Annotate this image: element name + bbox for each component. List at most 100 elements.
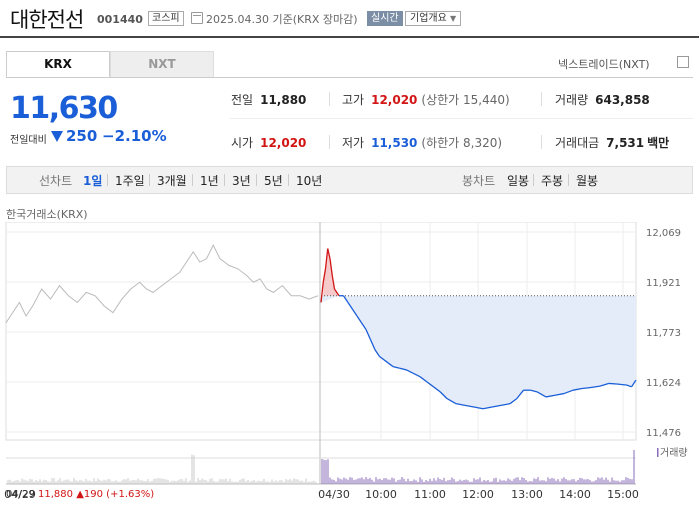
period-1d[interactable]: 1일 bbox=[83, 174, 103, 188]
divider bbox=[6, 77, 693, 78]
line-chart-label: 선차트 bbox=[39, 174, 73, 188]
candle-monthly[interactable]: 월봉 bbox=[576, 174, 599, 188]
today-line-segment bbox=[320, 282, 324, 303]
divider bbox=[329, 92, 330, 106]
today-line-segment bbox=[351, 308, 358, 317]
period-3y[interactable]: 3년 bbox=[232, 174, 251, 188]
today-line-segment bbox=[455, 403, 466, 406]
today-line-segment bbox=[554, 392, 565, 396]
period-3m[interactable]: 3개월 bbox=[157, 174, 187, 188]
y-tick-label: 11,921 bbox=[646, 278, 681, 289]
divider bbox=[149, 174, 150, 186]
today-line-segment bbox=[369, 339, 376, 350]
today-line-segment bbox=[626, 384, 632, 388]
today-line-segment bbox=[383, 359, 389, 364]
today-line-segment bbox=[572, 387, 583, 391]
today-line-segment bbox=[356, 315, 363, 324]
period-5y[interactable]: 5년 bbox=[264, 174, 283, 188]
tab-krx[interactable]: KRX bbox=[6, 51, 110, 78]
price-change-percent: −2.10% bbox=[102, 127, 167, 145]
today-line-segment bbox=[392, 365, 400, 369]
price-change: 250 bbox=[66, 127, 98, 145]
today-line-segment bbox=[374, 349, 381, 357]
today-line-segment bbox=[388, 362, 394, 368]
trade-value-stat: 거래대금 7,531 백만 bbox=[555, 136, 670, 150]
x-tick-label: 11:00 bbox=[414, 488, 446, 501]
x-tick-label: 10:00 bbox=[365, 488, 397, 501]
chart-lines bbox=[5, 244, 637, 410]
today-line-segment bbox=[536, 391, 547, 398]
nxt-checkbox[interactable] bbox=[677, 56, 689, 68]
today-line-segment bbox=[347, 302, 354, 310]
divider bbox=[288, 174, 289, 186]
x-tick-label: 04/29 bbox=[4, 488, 36, 501]
candle-weekly[interactable]: 주봉 bbox=[541, 174, 564, 188]
x-axis-labels: 04/29 04/30 10:00 11:00 12:00 13:00 14:00 15:00 bbox=[4, 488, 639, 501]
today-line-segment bbox=[482, 406, 493, 410]
exchange-label: 한국거래소(KRX) bbox=[6, 208, 88, 221]
today-line-segment bbox=[491, 404, 502, 408]
today-line-segment bbox=[327, 248, 331, 259]
current-price: 11,630 bbox=[10, 91, 118, 126]
divider bbox=[224, 174, 225, 186]
today-line-segment bbox=[439, 391, 448, 400]
stock-code: 001440 bbox=[97, 13, 143, 26]
today-line-segment bbox=[379, 355, 385, 361]
today-line-segment bbox=[360, 322, 367, 330]
today-line-segment bbox=[516, 389, 525, 400]
volume-legend: 거래량 bbox=[660, 447, 688, 459]
divider bbox=[107, 174, 108, 186]
today-line-segment bbox=[581, 386, 592, 390]
divider bbox=[568, 174, 569, 186]
y-tick-label: 11,773 bbox=[646, 328, 681, 339]
market-badge: 코스피 bbox=[148, 11, 184, 26]
today-line-segment bbox=[446, 398, 457, 405]
prev-day-line bbox=[5, 244, 319, 324]
today-line-segment bbox=[419, 376, 428, 383]
today-line-segment bbox=[342, 295, 349, 303]
period-1w[interactable]: 1주일 bbox=[115, 174, 145, 188]
chart-area bbox=[321, 248, 636, 409]
today-line-segment bbox=[365, 329, 372, 340]
divider bbox=[192, 174, 193, 186]
divider bbox=[533, 174, 534, 186]
prev-day-summary: 04/29 11,880 ▲190 (+1.63%) bbox=[6, 489, 155, 500]
today-line-segment bbox=[464, 404, 475, 408]
divider bbox=[541, 135, 542, 149]
today-line-segment bbox=[329, 258, 333, 276]
open-stat: 시가 12,020 bbox=[231, 136, 307, 150]
tab-nxt[interactable]: NXT bbox=[110, 51, 214, 78]
date-basis: 2025.04.30 기준(KRX 장마감) bbox=[206, 13, 358, 26]
today-line-segment bbox=[608, 382, 619, 385]
y-tick-label: 12,069 bbox=[646, 228, 681, 239]
today-line-segment bbox=[530, 389, 538, 393]
up-area-fill bbox=[323, 248, 344, 296]
divider bbox=[541, 92, 542, 106]
down-arrow-icon bbox=[51, 131, 63, 142]
candle-daily[interactable]: 일봉 bbox=[507, 174, 530, 188]
today-line-segment bbox=[590, 385, 601, 389]
period-10y[interactable]: 10년 bbox=[296, 174, 323, 188]
divider bbox=[256, 174, 257, 186]
company-info-dropdown[interactable]: 기업개요 ▼ bbox=[405, 11, 462, 26]
y-tick-label: 11,476 bbox=[646, 428, 681, 439]
chart-toolbar: 선차트 1일 1주일 3개월 1년 3년 5년 10년 봉차트 일봉 주봉 월봉 bbox=[6, 166, 693, 194]
nxt-toggle-label[interactable]: 넥스트레이드(NXT) bbox=[558, 58, 650, 71]
calendar-icon bbox=[191, 12, 203, 24]
today-line-segment bbox=[399, 367, 407, 371]
realtime-button[interactable]: 실시간 bbox=[367, 11, 403, 26]
divider bbox=[230, 118, 693, 119]
today-line-segment bbox=[433, 386, 441, 393]
today-line-segment bbox=[545, 394, 556, 398]
today-line-segment bbox=[509, 398, 518, 405]
stock-name: 대한전선 bbox=[10, 8, 84, 32]
today-line-segment bbox=[500, 403, 511, 406]
period-1y[interactable]: 1년 bbox=[200, 174, 219, 188]
down-area-fill bbox=[321, 295, 636, 409]
x-tick-label: 14:00 bbox=[559, 488, 591, 501]
today-line-segment bbox=[426, 381, 434, 388]
x-tick-label: 04/30 bbox=[318, 488, 350, 501]
today-line-segment bbox=[331, 275, 336, 290]
today-line-segment bbox=[599, 382, 610, 387]
